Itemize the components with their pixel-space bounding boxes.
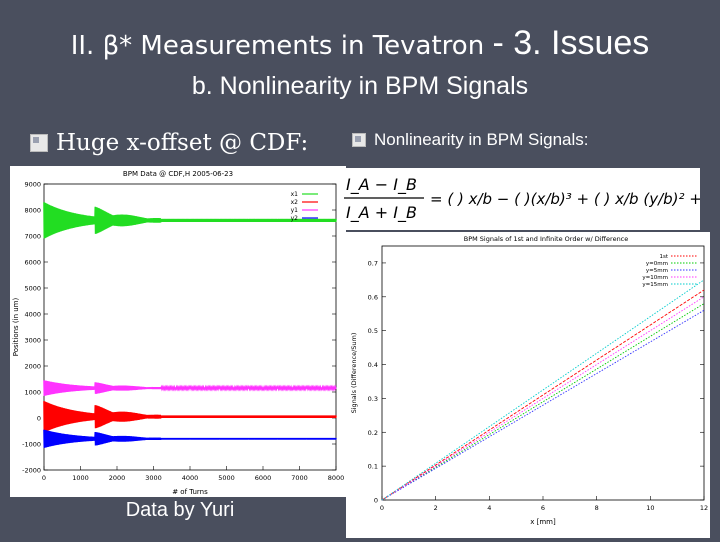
series-line-y-0mm [381,303,705,501]
x-axis-label: x [mm] [530,518,556,526]
y-tick-label: 0.5 [368,327,378,335]
x-tick-label: 1000 [72,474,89,482]
plot-frame [43,183,337,471]
bpm-data-chart: BPM Data @ CDF,H 2005-06-23 -2000 -1000 0 10… [12,170,345,496]
series-line-y1 [43,380,337,396]
legend-label: y=10mm [642,275,668,281]
slide-title: II. β* Measurements in Tevatron - 3. Iss… [0,24,720,63]
x-tick-label: 6000 [255,474,272,482]
y-tick-label: 0 [374,497,378,505]
y-tick-label: 4000 [24,311,41,319]
y-tick-label: 5000 [24,285,41,293]
x-tick-label: 4000 [182,474,199,482]
right-bullet-text: Nonlinearity in BPM Signals: [374,130,589,149]
legend-label: y=15mm [642,282,668,288]
x-tick-label: 8 [595,504,599,512]
left-bullet-text: Huge x-offset @ CDF: [56,130,309,156]
series-line-y2 [43,429,337,448]
series-line-y-15mm [381,279,705,501]
bullet-box-icon [352,133,366,147]
legend-label: 1st [659,254,668,260]
legend-label: x1 [291,191,299,198]
slide-subtitle: b. Nonlinearity in BPM Signals [191,72,529,100]
y-tick-label: 0.1 [368,463,378,471]
bpm-data-chart-panel: BPM Data @ CDF,H 2005-06-23 -2000 -1000 0 10… [10,166,346,497]
x-tick-label: 12 [700,504,708,512]
formula-numerator: I_A − I_B [346,175,417,195]
slide-title-main: II. β* Measurements in Tevatron [70,31,485,61]
bpm-signals-chart: BPM Signals of 1st and Infinite Order w/… [350,235,708,526]
y-tick-label: 0.7 [368,259,378,267]
legend-label: y1 [291,207,299,214]
y-tick-label: 3000 [24,337,41,345]
bullet-box-icon [30,134,48,152]
series-line-1st [381,289,705,501]
y-tick-label: -2000 [22,467,41,475]
legend-label: x2 [291,199,299,206]
caption: Data by Yuri [125,499,235,521]
y-tick-label: 6000 [24,259,41,267]
y-tick-label: 0.2 [368,429,378,437]
y-tick-label: -1000 [22,441,41,449]
x-axis-label: # of Turns [172,488,208,496]
slide-title-issues: - 3. Issues [492,24,650,62]
x-tick-label: 3000 [145,474,162,482]
y-tick-label: 7000 [24,233,41,241]
y-tick-label: 9000 [24,181,41,189]
y-tick-label: 0 [37,415,41,423]
left-bullet: Huge x-offset @ CDF: [30,130,308,156]
right-bullet: Nonlinearity in BPM Signals: [352,130,588,150]
y-tick-label: 1000 [24,389,41,397]
y-tick-label: 8000 [24,207,41,215]
formula-rhs: = ( ) x/b − ( )(x/b)³ + ( ) x/b (y/b)² +… [430,190,700,208]
y-axis-label: Positions (in um) [12,298,20,357]
y-tick-label: 0.6 [368,293,378,301]
legend-label: y=0mm [646,261,668,267]
formula-box: I_A − I_B I_A + I_B = ( ) x/b − ( )(x/b)… [340,168,720,230]
bpm-signals-chart-panel: BPM Signals of 1st and Infinite Order w/… [346,232,710,538]
y-tick-label: 2000 [24,363,41,371]
x-tick-label: 10 [646,504,654,512]
x-tick-label: 5000 [218,474,235,482]
legend-label: y2 [291,215,299,222]
chart-title: BPM Data @ CDF,H 2005-06-23 [123,170,233,178]
x-tick-label: 0 [42,474,46,482]
legend-label: y=5mm [646,268,668,274]
series-line-y-5mm [381,309,705,501]
x-tick-label: 8000 [328,474,345,482]
x-tick-label: 0 [380,504,384,512]
x-tick-label: 7000 [291,474,308,482]
x-tick-label: 6 [541,504,545,512]
x-tick-label: 4 [487,504,491,512]
x-tick-label: 2 [434,504,438,512]
chart-title: BPM Signals of 1st and Infinite Order w/… [464,235,629,243]
y-axis-label: Signals (Difference/Sum) [350,333,358,414]
y-tick-label: 0.4 [368,361,378,369]
y-tick-label: 0.3 [368,395,378,403]
formula: I_A − I_B I_A + I_B = ( ) x/b − ( )(x/b)… [344,175,720,223]
formula-denominator: I_A + I_B [346,203,417,223]
series-line-x2 [43,401,337,433]
x-tick-label: 2000 [109,474,126,482]
series-line-y-10mm [381,296,705,501]
series-line-x1 [43,202,337,239]
